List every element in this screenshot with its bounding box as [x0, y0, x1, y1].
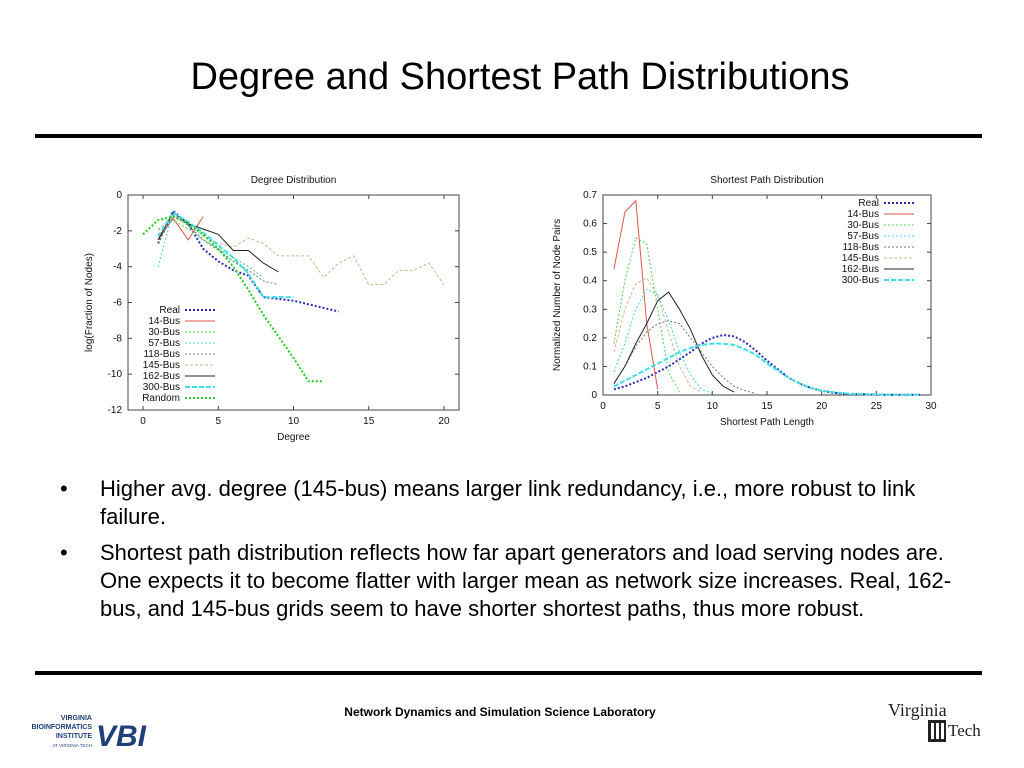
x-tick-label: 10 — [288, 416, 300, 427]
bullet-glyph: • — [60, 540, 68, 565]
legend-label: 14-Bus — [148, 316, 180, 327]
degree-distribution-chart: Degree Distribution 0 5 10 15 20 0 -2 -4 -6 -8 -10 -… — [78, 168, 478, 453]
chart-title: Shortest Path Distribution — [710, 175, 823, 186]
legend-label: 118-Bus — [143, 349, 180, 360]
virginia-tech-logo: Virginia Tech — [886, 698, 996, 744]
legend-label: Random — [142, 393, 180, 404]
bullet-list: • Higher avg. degree (145-bus) means lar… — [60, 475, 980, 631]
series-line-300-bus — [613, 342, 921, 396]
x-tick-label: 15 — [363, 416, 375, 427]
chart-svg: Degree Distribution 0 5 10 15 20 0 -2 -4 -6 -8 -10 -… — [84, 175, 460, 443]
series-line-real — [157, 209, 339, 313]
y-tick-label: -6 — [113, 298, 122, 309]
vt-logo-word-2: Tech — [948, 721, 981, 740]
bullet-glyph: • — [60, 476, 68, 501]
vbi-logo-line-2: BIOINFORMATICS — [31, 724, 92, 731]
x-axis-label: Degree — [277, 432, 310, 443]
legend-label: 118-Bus — [842, 242, 879, 253]
y-tick-label: 0 — [116, 190, 122, 201]
series-line-30-bus — [613, 237, 680, 393]
series-line-random — [142, 215, 324, 383]
y-tick-label: -4 — [113, 262, 122, 273]
legend-label: 57-Bus — [847, 231, 879, 242]
bullet-text: Shortest path distribution reflects how … — [100, 540, 952, 621]
footer-lab-name: Network Dynamics and Simulation Science … — [344, 705, 656, 719]
bullet-item: • Shortest path distribution reflects ho… — [60, 539, 980, 623]
legend-label: 300-Bus — [842, 275, 879, 286]
chart-title: Degree Distribution — [251, 175, 337, 186]
legend-label: 162-Bus — [143, 371, 180, 382]
y-tick-label: -2 — [113, 226, 122, 237]
x-tick-label: 30 — [925, 401, 937, 412]
footer-rule — [35, 671, 982, 675]
legend-label: 300-Bus — [143, 382, 180, 393]
x-tick-label: 0 — [600, 401, 606, 412]
legend-label: 145-Bus — [842, 253, 879, 264]
y-tick-label: 0.6 — [583, 219, 597, 230]
x-tick-label: 20 — [816, 401, 828, 412]
series-line-300-bus — [157, 211, 294, 299]
bullet-item: • Higher avg. degree (145-bus) means lar… — [60, 475, 980, 531]
x-tick-label: 15 — [761, 401, 773, 412]
x-tick-label: 20 — [438, 416, 450, 427]
y-tick-label: -12 — [108, 405, 123, 416]
legend-label: Real — [159, 305, 180, 316]
legend-label: 30-Bus — [847, 220, 879, 231]
legend-label: 162-Bus — [842, 264, 879, 275]
series-line-real — [613, 333, 921, 396]
y-tick-label: 0 — [591, 390, 597, 401]
y-tick-label: -10 — [108, 369, 123, 380]
legend-label: 14-Bus — [847, 209, 879, 220]
y-axis-label: log(Fraction of Nodes) — [84, 253, 95, 352]
legend-label: 57-Bus — [148, 338, 180, 349]
slide-title: Degree and Shortest Path Distributions — [190, 56, 850, 98]
legend-label: 145-Bus — [143, 360, 180, 371]
y-axis-label: Normalized Number of Node Pairs — [552, 219, 563, 371]
x-tick-label: 10 — [707, 401, 719, 412]
shortest-path-distribution-chart: Shortest Path Distribution 0 5 10 15 20 25 30 0 0… — [548, 168, 948, 453]
y-tick-label: 0.2 — [583, 333, 597, 344]
vbi-logo-line-1: VIRGINIA — [61, 715, 92, 722]
series-line-57-bus — [613, 288, 713, 395]
x-tick-label: 25 — [871, 401, 883, 412]
y-tick-label: 0.1 — [583, 361, 597, 372]
y-tick-label: 0.5 — [583, 247, 597, 258]
x-axis-label: Shortest Path Length — [720, 417, 814, 428]
x-tick-label: 5 — [215, 416, 221, 427]
x-tick-label: 0 — [140, 416, 146, 427]
y-tick-label: 0.3 — [583, 304, 597, 315]
series-line-30-bus — [157, 219, 264, 278]
series-line-162-bus — [613, 291, 735, 393]
vbi-logo-mark: VBI — [96, 720, 147, 753]
vbi-logo-line-3: INSTITUTE — [56, 733, 92, 740]
vbi-logo-line-4: AT VIRGINIA TECH — [52, 743, 92, 748]
series-line-162-bus — [157, 212, 279, 273]
x-tick-label: 5 — [655, 401, 661, 412]
legend-label: 30-Bus — [148, 327, 180, 338]
title-rule — [35, 134, 982, 138]
vt-logo-word-1: Virginia — [888, 700, 947, 720]
chart-svg: Shortest Path Distribution 0 5 10 15 20 25 30 0 0… — [552, 175, 937, 428]
plot-frame — [602, 194, 932, 396]
bullet-text: Higher avg. degree (145-bus) means large… — [100, 476, 916, 529]
series-line-14-bus — [613, 199, 659, 390]
vbi-logo: VIRGINIA BIOINFORMATICS INSTITUTE AT VIR… — [20, 712, 170, 754]
y-tick-label: -8 — [113, 333, 122, 344]
y-tick-label: 0.4 — [583, 276, 597, 287]
series-line-118-bus — [613, 320, 757, 395]
y-tick-label: 0.7 — [583, 190, 597, 201]
legend-label: Real — [858, 198, 879, 209]
series-line-145-bus — [157, 215, 445, 286]
